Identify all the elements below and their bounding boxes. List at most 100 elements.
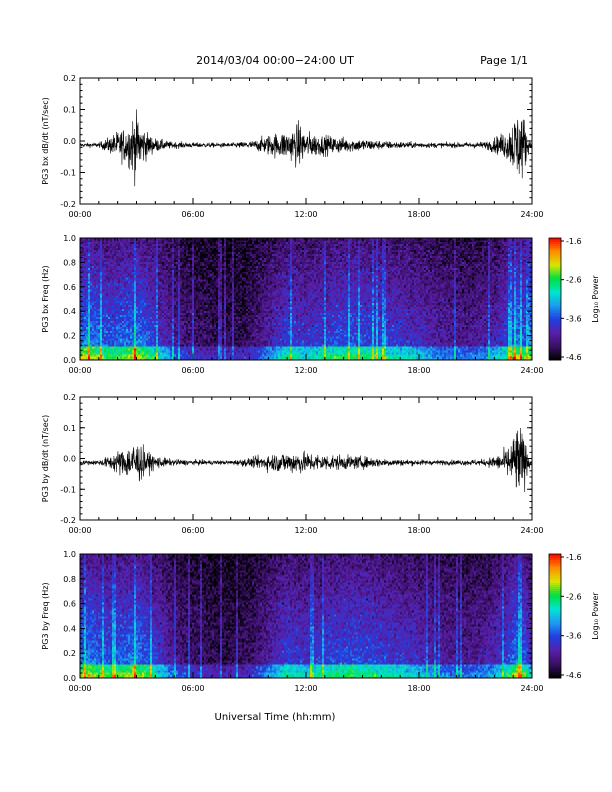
spectrogram-cell: [110, 336, 112, 338]
spectrogram-cell: [98, 319, 100, 321]
spectrogram-cell: [138, 332, 140, 334]
spectrogram-cell: [158, 283, 160, 285]
spectrogram-cell: [224, 275, 226, 277]
y-tick-label: -0.2: [60, 200, 76, 209]
spectrogram-cell: [206, 285, 208, 287]
spectrogram-cell: [142, 285, 144, 287]
spectrogram-cell: [196, 254, 198, 256]
spectrogram-cell: [180, 315, 182, 317]
spectrogram-cell: [86, 271, 88, 273]
spectrogram-cell: [220, 340, 222, 342]
spectrogram-cell: [156, 319, 158, 321]
spectrogram-cell: [214, 317, 216, 319]
spectrogram-cell: [156, 301, 158, 303]
spectrogram-cell: [174, 271, 176, 273]
spectrogram-cell: [220, 319, 222, 321]
spectrogram-cell: [216, 303, 218, 305]
spectrogram-cell: [118, 344, 120, 346]
spectrogram-cell: [232, 315, 234, 317]
spectrogram-cell: [210, 305, 212, 307]
spectrogram-cell: [226, 307, 228, 309]
spectrogram-cell: [100, 254, 102, 256]
spectrogram-cell: [226, 246, 228, 248]
spectrogram-cell: [114, 356, 116, 358]
spectrogram-cell: [196, 268, 198, 270]
spectrogram-cell: [120, 321, 122, 323]
spectrogram-cell: [160, 252, 162, 254]
spectrogram-cell: [128, 313, 130, 315]
spectrogram-cell: [100, 246, 102, 248]
spectrogram-cell: [116, 332, 118, 334]
spectrogram-cell: [170, 273, 172, 275]
spectrogram-cell: [214, 250, 216, 252]
spectrogram-cell: [92, 275, 94, 277]
spectrogram-cell: [116, 283, 118, 285]
spectrogram-cell: [168, 279, 170, 281]
spectrogram-cell: [134, 246, 136, 248]
spectrogram-cell: [194, 283, 196, 285]
spectrogram-cell: [112, 295, 114, 297]
spectrogram-cell: [222, 311, 224, 313]
spectrogram-cell: [226, 295, 228, 297]
spectrogram-cell: [150, 264, 152, 266]
spectrogram-cell: [206, 275, 208, 277]
spectrogram-cell: [120, 258, 122, 260]
spectrogram-cell: [128, 295, 130, 297]
spectrogram-cell: [88, 269, 90, 271]
spectrogram-cell: [122, 256, 124, 258]
spectrogram-cell: [132, 295, 134, 297]
spectrogram-cell: [182, 315, 184, 317]
spectrogram-cell: [226, 297, 228, 299]
spectrogram-cell: [110, 277, 112, 279]
spectrogram-cell: [96, 352, 98, 354]
spectrogram-cell: [204, 277, 206, 279]
spectrogram-cell: [220, 346, 222, 348]
spectrogram-cell: [224, 295, 226, 297]
spectrogram-cell: [196, 340, 198, 342]
spectrogram-cell: [156, 317, 158, 319]
spectrogram-cell: [104, 295, 106, 297]
spectrogram-cell: [98, 273, 100, 275]
spectrogram-cell: [140, 301, 142, 303]
spectrogram-cell: [148, 295, 150, 297]
spectrogram-cell: [144, 317, 146, 319]
spectrogram-cell: [184, 279, 186, 281]
spectrogram-cell: [172, 330, 174, 332]
spectrogram-cell: [90, 260, 92, 262]
spectrogram-cell: [216, 256, 218, 258]
spectrogram-cell: [176, 330, 178, 332]
spectrogram-cell: [232, 319, 234, 321]
spectrogram-cell: [154, 323, 156, 325]
spectrogram-cell: [218, 303, 220, 305]
spectrogram-cell: [178, 313, 180, 315]
spectrogram-cell: [148, 262, 150, 264]
waveform-trace: [80, 109, 532, 186]
spectrogram-cell: [100, 305, 102, 307]
spectrogram-cell: [164, 250, 166, 252]
spectrogram-cell: [134, 329, 136, 331]
spectrogram-cell: [134, 309, 136, 311]
spectrogram-cell: [98, 338, 100, 340]
spectrogram-cell: [192, 311, 194, 313]
spectrogram-cell: [102, 327, 104, 329]
spectrogram-cell: [226, 244, 228, 246]
spectrogram-cell: [98, 330, 100, 332]
spectrogram-cell: [106, 258, 108, 260]
spectrogram-cell: [108, 277, 110, 279]
spectrogram-cell: [174, 311, 176, 313]
spectrogram-cell: [108, 319, 110, 321]
spectrogram-cell: [214, 321, 216, 323]
spectrogram-cell: [178, 332, 180, 334]
spectrogram-cell: [154, 313, 156, 315]
spectrogram-cell: [174, 246, 176, 248]
spectrogram-cell: [114, 330, 116, 332]
spectrogram-cell: [168, 283, 170, 285]
spectrogram-cell: [94, 344, 96, 346]
spectrogram-cell: [166, 317, 168, 319]
spectrogram-cell: [158, 348, 160, 350]
spectrogram-cell: [144, 313, 146, 315]
spectrogram-cell: [90, 295, 92, 297]
spectrogram-cell: [112, 342, 114, 344]
spectrogram-cell: [106, 240, 108, 242]
spectrogram-cell: [214, 285, 216, 287]
